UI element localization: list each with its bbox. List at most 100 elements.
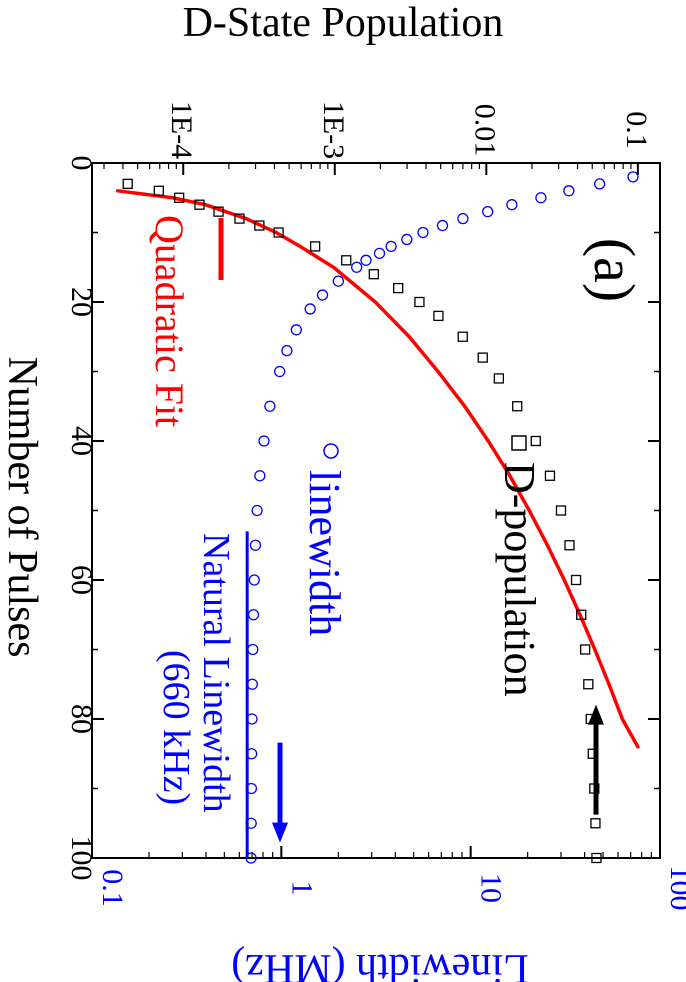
d-population-point	[530, 435, 541, 447]
d-population-point	[591, 852, 602, 864]
linewidth-point	[274, 365, 286, 378]
d-population-point	[576, 609, 587, 620]
linewidth-point	[246, 678, 259, 690]
x-tick-label: 100	[65, 836, 98, 881]
legend-marker-d-population	[511, 435, 527, 451]
fit-line-segment	[607, 682, 625, 721]
d-population-point	[580, 644, 591, 655]
legend-label-linewidth: linewidth	[300, 470, 349, 636]
fit-line-segment	[407, 335, 440, 374]
linewidth-point	[247, 609, 260, 621]
y-right-tick-label: 10	[475, 873, 508, 903]
d-population-point	[493, 373, 505, 384]
d-population-point	[174, 192, 185, 203]
annotation-layer	[245, 531, 604, 858]
linewidth-point	[401, 233, 413, 246]
linewidth-point	[373, 247, 386, 260]
d-population-point	[477, 352, 488, 363]
d-population-point	[153, 185, 164, 196]
linewidth-point	[304, 303, 316, 315]
d-population-point	[512, 401, 523, 412]
d-population-point	[213, 206, 224, 217]
fit-line-segment	[203, 202, 248, 221]
d-population-point	[433, 310, 444, 322]
d-population-point	[414, 296, 425, 308]
fit-line-segment	[545, 543, 567, 582]
y-right-axis-title: Linewidth (MHz)	[231, 945, 528, 982]
y-right-tick-label: 100	[664, 866, 686, 911]
d-population-point	[341, 255, 352, 266]
series-layer	[116, 171, 640, 864]
x-tick-label: 80	[65, 704, 98, 734]
fit-line-segment	[170, 196, 208, 207]
linewidth-point	[535, 192, 547, 204]
d-population-point	[457, 331, 468, 342]
linewidth-point	[247, 643, 259, 656]
linewidth-point	[264, 400, 276, 412]
fit-line-segment	[116, 189, 175, 200]
linewidth-point	[593, 178, 606, 190]
fit-line-segment	[620, 717, 640, 749]
d-population-point	[234, 213, 245, 224]
linewidth-point	[258, 435, 270, 447]
d-population-point	[309, 241, 321, 252]
d-population-point	[564, 540, 575, 551]
fit-line-segment	[298, 244, 336, 269]
linewidth-point	[482, 205, 494, 218]
arrow-to-right-axis-head	[272, 822, 288, 843]
fit-line-segment	[331, 265, 378, 304]
natural-linewidth-value: (660 kHz)	[155, 650, 197, 805]
natural-linewidth-label: Natural Linewidth	[195, 533, 237, 813]
fit-line-segment	[462, 404, 491, 443]
d-population-point	[590, 818, 601, 829]
fit-line-segment	[373, 300, 411, 339]
linewidth-point	[385, 240, 397, 253]
x-axis-title: Number of Pulses	[0, 357, 45, 658]
d-population-point	[555, 505, 567, 516]
linewidth-point	[627, 171, 639, 183]
d-population-point	[583, 679, 594, 690]
linewidth-point	[281, 344, 293, 357]
y-left-tick-label: 0.01	[468, 104, 501, 157]
y-left-tick-label: 1E-4	[165, 101, 198, 159]
linewidth-point	[506, 199, 518, 211]
y-left-tick-label: 0.1	[620, 111, 653, 149]
fit-line-segment	[578, 613, 597, 652]
d-population-point	[122, 178, 133, 190]
x-tick-label: 60	[65, 565, 98, 595]
linewidth-point	[351, 261, 363, 273]
fit-line-segment	[436, 369, 467, 408]
fit-line-segment	[486, 439, 512, 478]
fit-line-segment	[508, 474, 531, 513]
d-population-point	[273, 227, 284, 238]
legend-marker-linewidth	[323, 443, 339, 459]
fit-line-segment	[274, 230, 302, 249]
linewidth-point	[360, 254, 372, 266]
linewidth-point	[248, 574, 260, 586]
linewidth-point	[457, 212, 469, 225]
linewidth-point	[254, 470, 266, 482]
natural-linewidth-annotation: Natural Linewidth (660 kHz)	[155, 533, 237, 813]
fit-line-segment	[527, 508, 550, 547]
x-tick-label: 20	[65, 287, 98, 317]
legend-label-d-population: D-population	[495, 462, 544, 697]
legend-label-quadratic-fit: Quadratic Fit	[147, 215, 192, 427]
fit-line-segment	[562, 578, 582, 617]
d-population-point	[368, 269, 379, 280]
y-left-tick-label: 1E-3	[317, 101, 350, 159]
panel-label: (a)	[582, 238, 647, 302]
d-population-point	[570, 574, 582, 586]
x-tick-label: 0	[65, 156, 98, 171]
fit-line-segment	[244, 216, 278, 235]
linewidth-point	[563, 185, 575, 197]
linewidth-point	[316, 289, 329, 301]
d-population-point	[544, 470, 556, 481]
linewidth-point	[290, 324, 302, 336]
legend: D-population linewidth Quadratic Fit	[147, 215, 544, 697]
fit-line-segment	[593, 647, 611, 686]
linewidth-point	[249, 539, 262, 551]
d-population-point	[254, 220, 265, 231]
y-right-tick-label: 0.1	[96, 869, 129, 907]
arrow-to-left-axis-head	[588, 704, 604, 725]
